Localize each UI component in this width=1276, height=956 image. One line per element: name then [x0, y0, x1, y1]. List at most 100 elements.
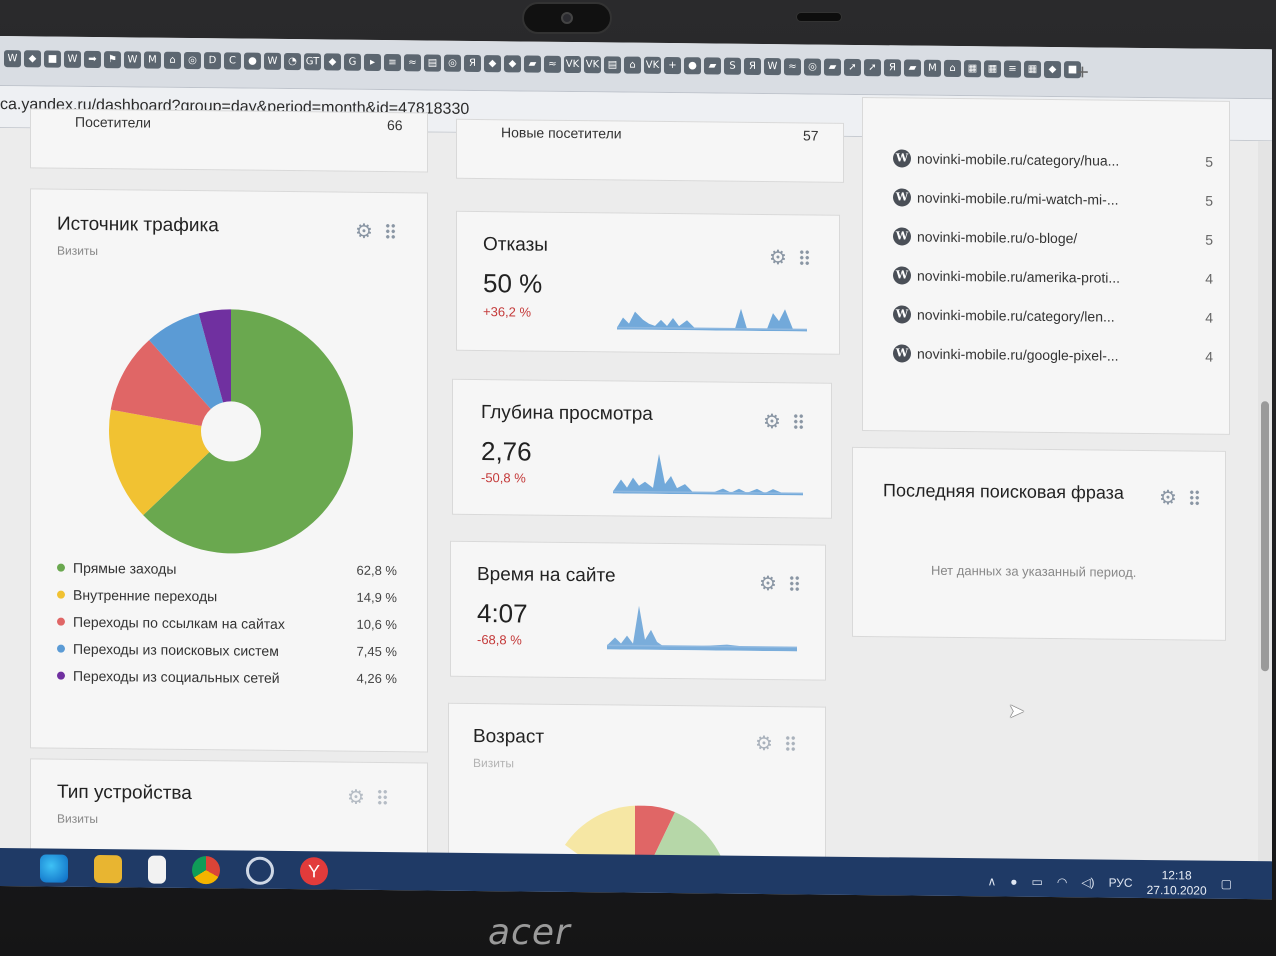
page-url[interactable]: novinki-mobile.ru/category/len...: [917, 306, 1115, 325]
bookmark-icon[interactable]: VK: [644, 56, 661, 74]
bookmark-icon[interactable]: ▦: [984, 60, 1001, 78]
bookmark-icon[interactable]: ➚: [844, 58, 861, 77]
bookmark-icon[interactable]: ≡: [1004, 60, 1021, 78]
gear-icon[interactable]: ⚙: [755, 730, 773, 756]
pie-slice[interactable]: [109, 409, 210, 516]
bookmark-icon[interactable]: ▰: [824, 58, 841, 76]
bookmark-icon[interactable]: +: [664, 56, 681, 75]
bookmark-icon[interactable]: VK: [564, 55, 581, 74]
gear-icon[interactable]: ⚙: [769, 245, 787, 270]
page-url[interactable]: novinki-mobile.ru/mi-watch-mi-...: [917, 189, 1119, 208]
bookmark-icon[interactable]: ▦: [1024, 60, 1041, 78]
gear-icon[interactable]: ⚙: [759, 570, 777, 596]
bookmark-icon[interactable]: C: [224, 52, 241, 70]
bookmark-icon[interactable]: ▤: [604, 56, 621, 74]
pie-slice[interactable]: [198, 309, 231, 403]
page-scrollbar[interactable]: [1258, 141, 1272, 862]
gear-icon[interactable]: ⚙: [355, 218, 373, 243]
bookmark-icon[interactable]: Я: [744, 57, 761, 75]
bookmark-icon[interactable]: ▸: [364, 53, 381, 71]
bookmark-icon[interactable]: ◎: [184, 51, 201, 70]
bookmark-icon[interactable]: ⌂: [164, 51, 181, 69]
bookmark-icon[interactable]: ▰: [704, 57, 721, 75]
page-url[interactable]: novinki-mobile.ru/o-bloge/: [917, 228, 1078, 246]
bookmark-icon[interactable]: ◆: [24, 50, 41, 68]
chevron-up-icon[interactable]: ∧: [987, 874, 997, 889]
microphone-icon[interactable]: ●: [1010, 874, 1018, 889]
drag-handle-icon[interactable]: [784, 735, 796, 752]
page-url[interactable]: novinki-mobile.ru/google-pixel-...: [917, 345, 1119, 364]
drag-handle-icon[interactable]: [384, 223, 396, 240]
clock[interactable]: 12:18 27.10.2020: [1147, 868, 1207, 899]
bookmark-icon[interactable]: W: [124, 51, 141, 69]
bookmark-icon[interactable]: ●: [684, 57, 701, 75]
bookmark-icon[interactable]: W: [264, 52, 281, 70]
edge-icon[interactable]: [40, 854, 68, 883]
battery-icon[interactable]: ▭: [1031, 874, 1043, 889]
gear-icon[interactable]: ⚙: [763, 408, 781, 434]
page-url[interactable]: novinki-mobile.ru/category/hua...: [917, 150, 1120, 169]
bookmark-icon[interactable]: Я: [464, 54, 481, 73]
bookmark-icon[interactable]: ➚: [864, 59, 881, 77]
bookmark-icon[interactable]: ⚑: [104, 51, 121, 69]
bookmark-icon[interactable]: Я: [884, 59, 901, 77]
language-indicator[interactable]: РУС: [1108, 875, 1133, 890]
volume-icon[interactable]: ◁): [1081, 875, 1095, 890]
bookmark-icon[interactable]: ●: [244, 52, 261, 70]
legend-item[interactable]: Переходы по ссылкам на сайтах 10,6 %: [57, 608, 397, 639]
bookmark-icon[interactable]: W: [4, 50, 21, 68]
bookmark-icon[interactable]: ▰: [524, 55, 541, 73]
bookmark-icon[interactable]: ≡: [384, 54, 401, 72]
bookmark-icon[interactable]: ■: [44, 50, 61, 68]
file-explorer-icon[interactable]: [94, 854, 122, 884]
drag-handle-icon[interactable]: [376, 788, 388, 806]
bookmark-icon[interactable]: M: [144, 51, 161, 69]
bookmark-icon[interactable]: ◆: [484, 55, 501, 73]
bookmark-icon[interactable]: M: [924, 59, 941, 77]
bookmark-icon[interactable]: ◆: [1044, 60, 1061, 79]
bookmark-icon[interactable]: W: [764, 58, 781, 76]
drag-handle-icon[interactable]: [792, 413, 804, 430]
notifications-icon[interactable]: ▢: [1220, 876, 1232, 891]
wifi-icon[interactable]: ◠: [1056, 875, 1068, 890]
bookmark-icon[interactable]: ▤: [424, 54, 441, 72]
bookmark-icon[interactable]: ◆: [504, 55, 521, 73]
bookmark-icon[interactable]: ◎: [804, 58, 821, 76]
bookmark-icon[interactable]: ≈: [544, 55, 561, 73]
chrome-icon[interactable]: [192, 856, 220, 885]
bookmark-icon[interactable]: ◆: [324, 53, 341, 71]
bookmark-icon[interactable]: ⌂: [944, 59, 961, 78]
bookmark-icon[interactable]: S: [724, 57, 741, 75]
legend-item[interactable]: Переходы из социальных сетей 4,26 %: [57, 662, 397, 693]
drag-handle-icon[interactable]: [1188, 489, 1200, 506]
bookmark-icon[interactable]: ▦: [964, 60, 981, 78]
pie-slice[interactable]: [143, 308, 353, 554]
page-url[interactable]: novinki-mobile.ru/amerika-proti...: [917, 267, 1121, 286]
bookmark-icon[interactable]: G: [344, 53, 361, 71]
gear-icon[interactable]: ⚙: [1159, 485, 1177, 510]
bookmark-icon[interactable]: ➡: [84, 50, 101, 69]
bookmark-icon[interactable]: ⌂: [624, 56, 641, 74]
drag-handle-icon[interactable]: [788, 575, 800, 592]
legend-item[interactable]: Прямые заходы 62,8 %: [57, 554, 397, 585]
pie-slice[interactable]: [149, 313, 224, 409]
bookmark-icon[interactable]: VK: [584, 56, 601, 74]
pie-slice[interactable]: [110, 340, 211, 427]
bookmark-icon[interactable]: ≈: [784, 58, 801, 76]
bookmark-icon[interactable]: D: [204, 52, 221, 70]
drag-handle-icon[interactable]: [798, 249, 810, 266]
scrollbar-thumb[interactable]: [1261, 401, 1269, 672]
legend-item[interactable]: Внутренние переходы 14,9 %: [57, 581, 397, 612]
bookmark-icon[interactable]: GT: [304, 53, 321, 71]
browser-icon[interactable]: [246, 856, 274, 885]
notepad-icon[interactable]: [148, 855, 166, 884]
yandex-browser-icon[interactable]: Y: [300, 857, 328, 886]
legend-item[interactable]: Переходы из поисковых систем 7,45 %: [57, 635, 397, 666]
bookmark-icon[interactable]: ≈: [404, 54, 421, 72]
